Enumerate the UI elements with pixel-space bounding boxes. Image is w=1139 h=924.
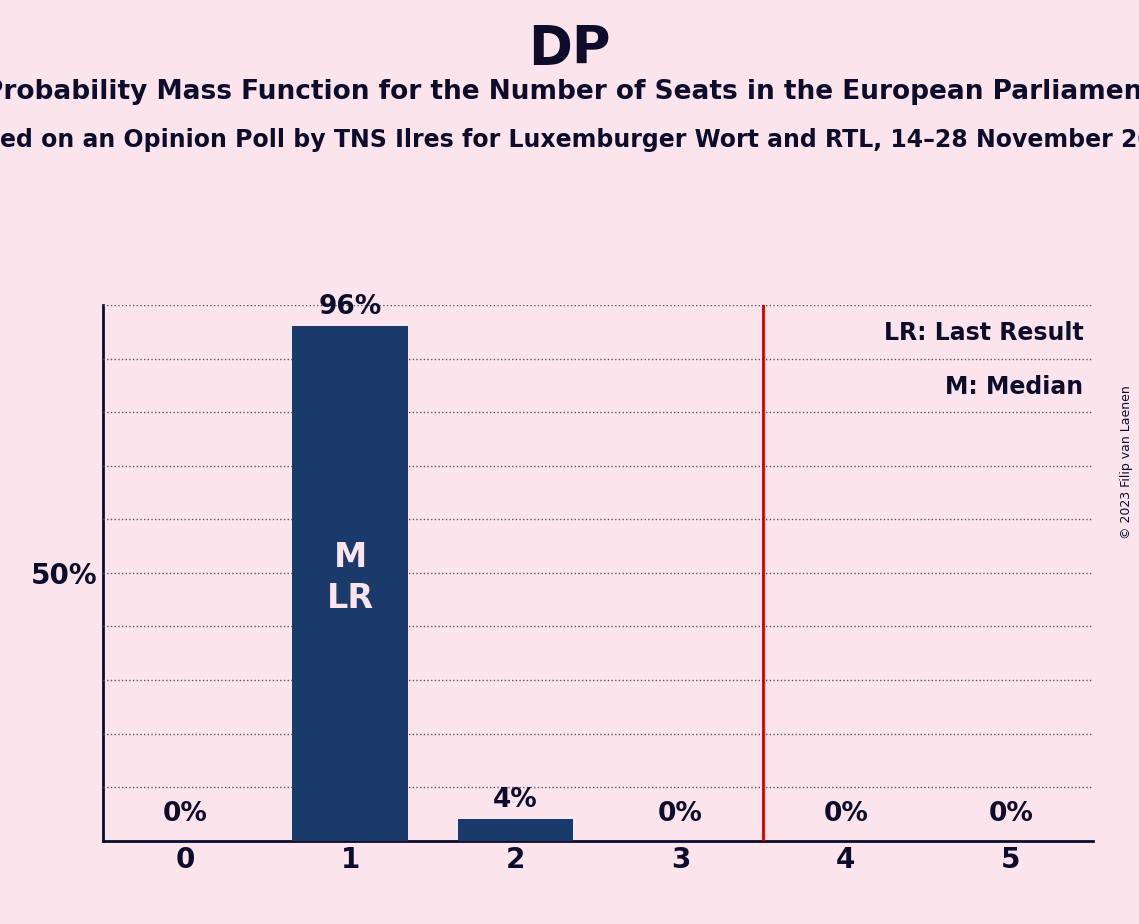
Text: Based on an Opinion Poll by TNS Ilres for Luxemburger Wort and RTL, 14–28 Novemb: Based on an Opinion Poll by TNS Ilres fo…: [0, 128, 1139, 152]
Text: LR: Last Result: LR: Last Result: [884, 321, 1083, 345]
Text: Probability Mass Function for the Number of Seats in the European Parliament: Probability Mass Function for the Number…: [0, 79, 1139, 104]
Text: M
LR: M LR: [327, 541, 374, 615]
Bar: [458, 820, 573, 841]
Text: © 2023 Filip van Laenen: © 2023 Filip van Laenen: [1121, 385, 1133, 539]
Text: 0%: 0%: [989, 801, 1033, 828]
Text: 0%: 0%: [823, 801, 868, 828]
Text: 96%: 96%: [319, 294, 382, 320]
Text: 0%: 0%: [163, 801, 207, 828]
Text: M: Median: M: Median: [945, 374, 1083, 398]
Text: 0%: 0%: [658, 801, 703, 828]
Text: 4%: 4%: [493, 787, 538, 813]
Text: DP: DP: [528, 23, 611, 75]
Bar: [293, 326, 408, 841]
